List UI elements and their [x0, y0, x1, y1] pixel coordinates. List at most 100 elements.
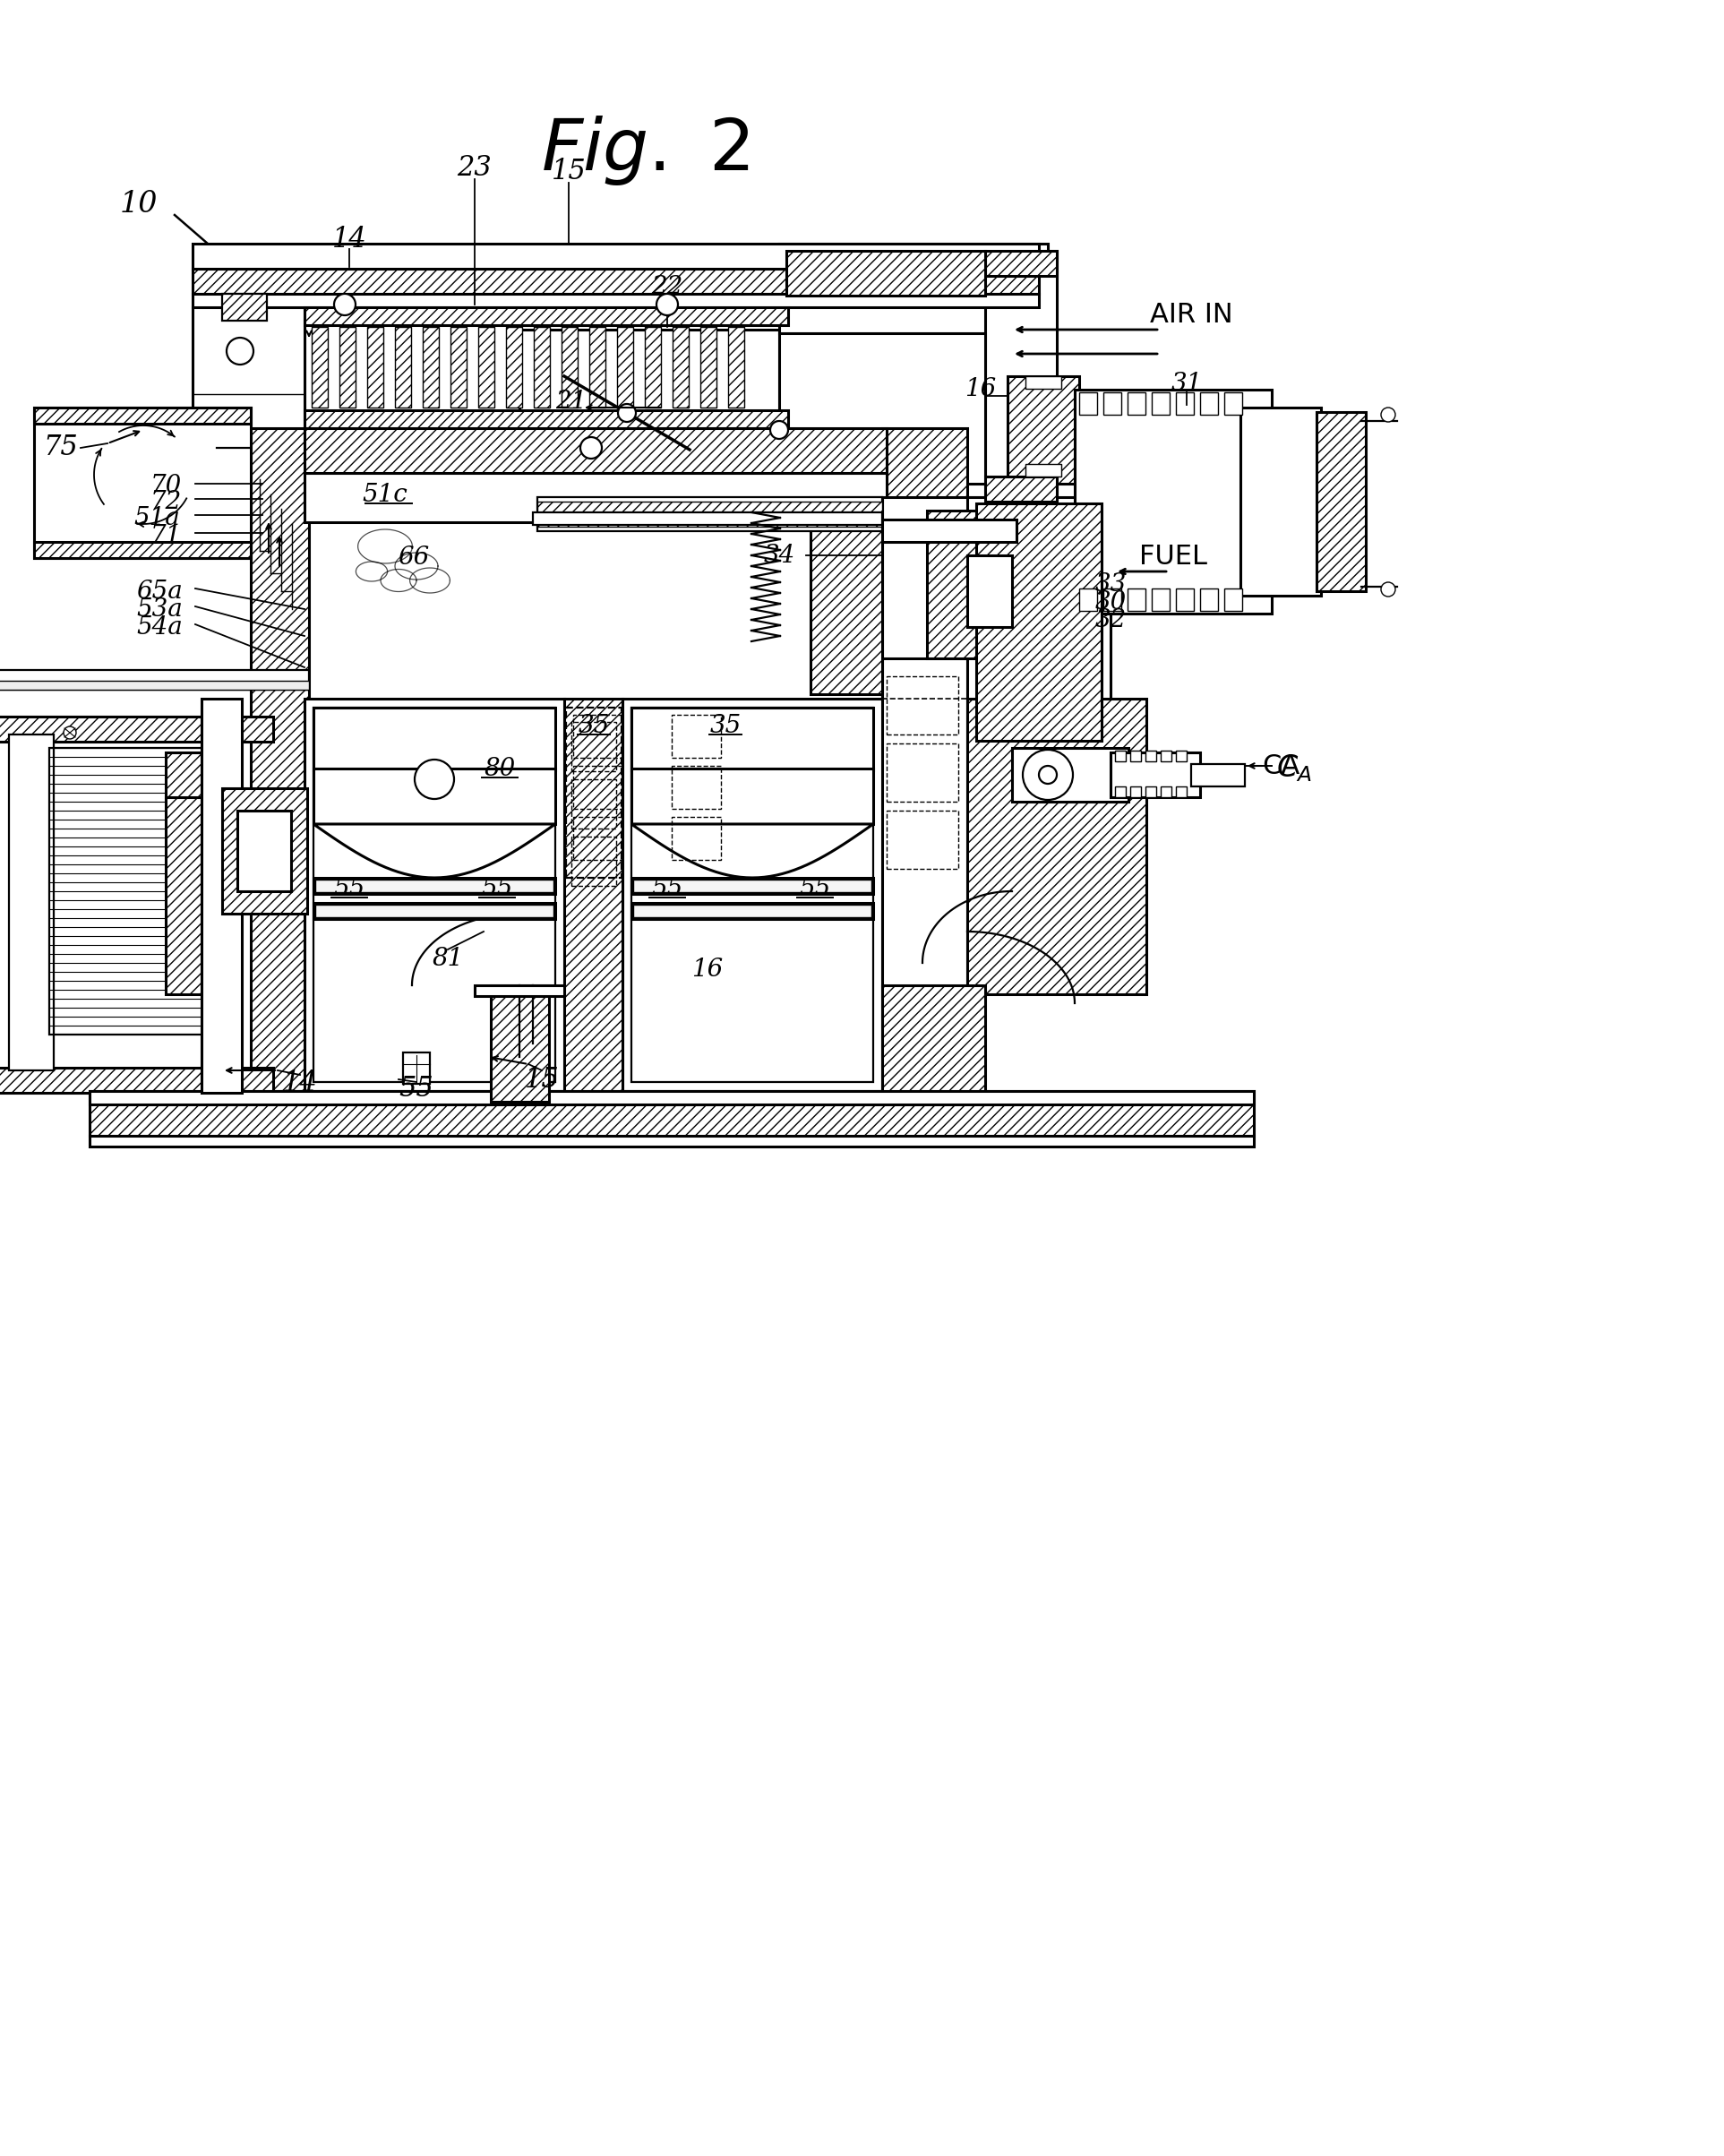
- Text: FUEL: FUEL: [1140, 543, 1207, 569]
- Bar: [315, 880, 553, 893]
- Text: 55: 55: [800, 877, 831, 901]
- Bar: [314, 768, 555, 824]
- Bar: [305, 472, 886, 1091]
- Bar: [1012, 748, 1129, 802]
- Text: 65a: 65a: [136, 580, 183, 604]
- Bar: [984, 476, 1057, 502]
- Bar: [622, 699, 883, 1091]
- Bar: [631, 903, 872, 918]
- Bar: [450, 328, 467, 407]
- Text: 33: 33: [1095, 571, 1126, 595]
- Bar: [534, 328, 550, 407]
- Text: 72: 72: [150, 489, 181, 513]
- Bar: [305, 308, 788, 429]
- Bar: [395, 328, 410, 407]
- Bar: [571, 722, 615, 772]
- Bar: [340, 328, 355, 407]
- Bar: [562, 328, 578, 407]
- Bar: [810, 498, 883, 694]
- Bar: [312, 328, 328, 407]
- Circle shape: [1381, 407, 1395, 423]
- Bar: [1224, 392, 1243, 414]
- Bar: [1074, 390, 1272, 614]
- Bar: [314, 707, 555, 1082]
- Bar: [1152, 392, 1169, 414]
- Circle shape: [1022, 750, 1072, 800]
- Text: 55: 55: [398, 1074, 434, 1102]
- Bar: [886, 744, 959, 802]
- Bar: [645, 328, 660, 407]
- Bar: [672, 817, 721, 860]
- Bar: [883, 985, 984, 1093]
- Polygon shape: [631, 824, 872, 877]
- Bar: [34, 541, 250, 558]
- Text: 71: 71: [150, 524, 181, 548]
- Bar: [9, 735, 53, 1069]
- Text: 35: 35: [578, 714, 610, 737]
- Bar: [1176, 750, 1186, 761]
- Text: 53a: 53a: [136, 597, 183, 621]
- Bar: [305, 429, 886, 472]
- Circle shape: [771, 420, 788, 440]
- Text: 16: 16: [691, 957, 724, 981]
- Bar: [1115, 750, 1126, 761]
- Bar: [672, 716, 721, 757]
- Bar: [1176, 589, 1193, 610]
- Text: 54a: 54a: [136, 614, 183, 638]
- Bar: [1224, 589, 1243, 610]
- Bar: [564, 699, 622, 1091]
- Bar: [34, 407, 250, 425]
- Circle shape: [334, 293, 355, 315]
- Bar: [50, 748, 219, 1035]
- Bar: [571, 837, 615, 886]
- Bar: [883, 429, 967, 1091]
- Text: 15: 15: [524, 1065, 559, 1093]
- Bar: [90, 1091, 1253, 1104]
- Bar: [572, 765, 622, 808]
- Text: 32: 32: [1095, 608, 1126, 632]
- Bar: [1026, 464, 1062, 476]
- Bar: [305, 410, 788, 429]
- Text: 80: 80: [484, 757, 515, 780]
- Bar: [672, 765, 721, 808]
- Bar: [883, 658, 967, 1091]
- Bar: [0, 716, 272, 1093]
- Bar: [1131, 750, 1141, 761]
- Bar: [0, 681, 309, 690]
- Bar: [631, 707, 872, 770]
- Bar: [700, 328, 717, 407]
- Bar: [631, 707, 872, 1082]
- Text: 70: 70: [150, 474, 181, 498]
- Circle shape: [1040, 765, 1057, 785]
- Bar: [193, 293, 1040, 308]
- Bar: [984, 250, 1057, 276]
- Text: 35: 35: [710, 714, 741, 737]
- Bar: [779, 334, 984, 483]
- Text: 81: 81: [433, 946, 464, 970]
- Text: $\mathbf{\mathit{Fig.\ 2}}$: $\mathbf{\mathit{Fig.\ 2}}$: [541, 114, 748, 188]
- Bar: [533, 513, 883, 524]
- Bar: [222, 293, 267, 321]
- Bar: [1191, 763, 1245, 787]
- Bar: [928, 511, 1017, 658]
- Bar: [1200, 589, 1217, 610]
- Bar: [728, 328, 745, 407]
- Circle shape: [581, 438, 602, 459]
- Bar: [1007, 375, 1079, 483]
- Bar: [565, 707, 622, 877]
- Bar: [90, 1091, 1253, 1136]
- Bar: [0, 671, 309, 690]
- Text: 51a: 51a: [133, 507, 179, 530]
- Bar: [422, 328, 440, 407]
- Bar: [590, 328, 605, 407]
- Bar: [166, 798, 238, 994]
- Bar: [633, 880, 871, 893]
- Text: CA: CA: [1262, 752, 1300, 778]
- Bar: [314, 877, 555, 895]
- Bar: [1026, 375, 1062, 388]
- Bar: [0, 716, 272, 742]
- Text: 75: 75: [43, 433, 78, 461]
- Bar: [1127, 589, 1145, 610]
- Bar: [403, 1052, 429, 1084]
- Bar: [538, 498, 883, 530]
